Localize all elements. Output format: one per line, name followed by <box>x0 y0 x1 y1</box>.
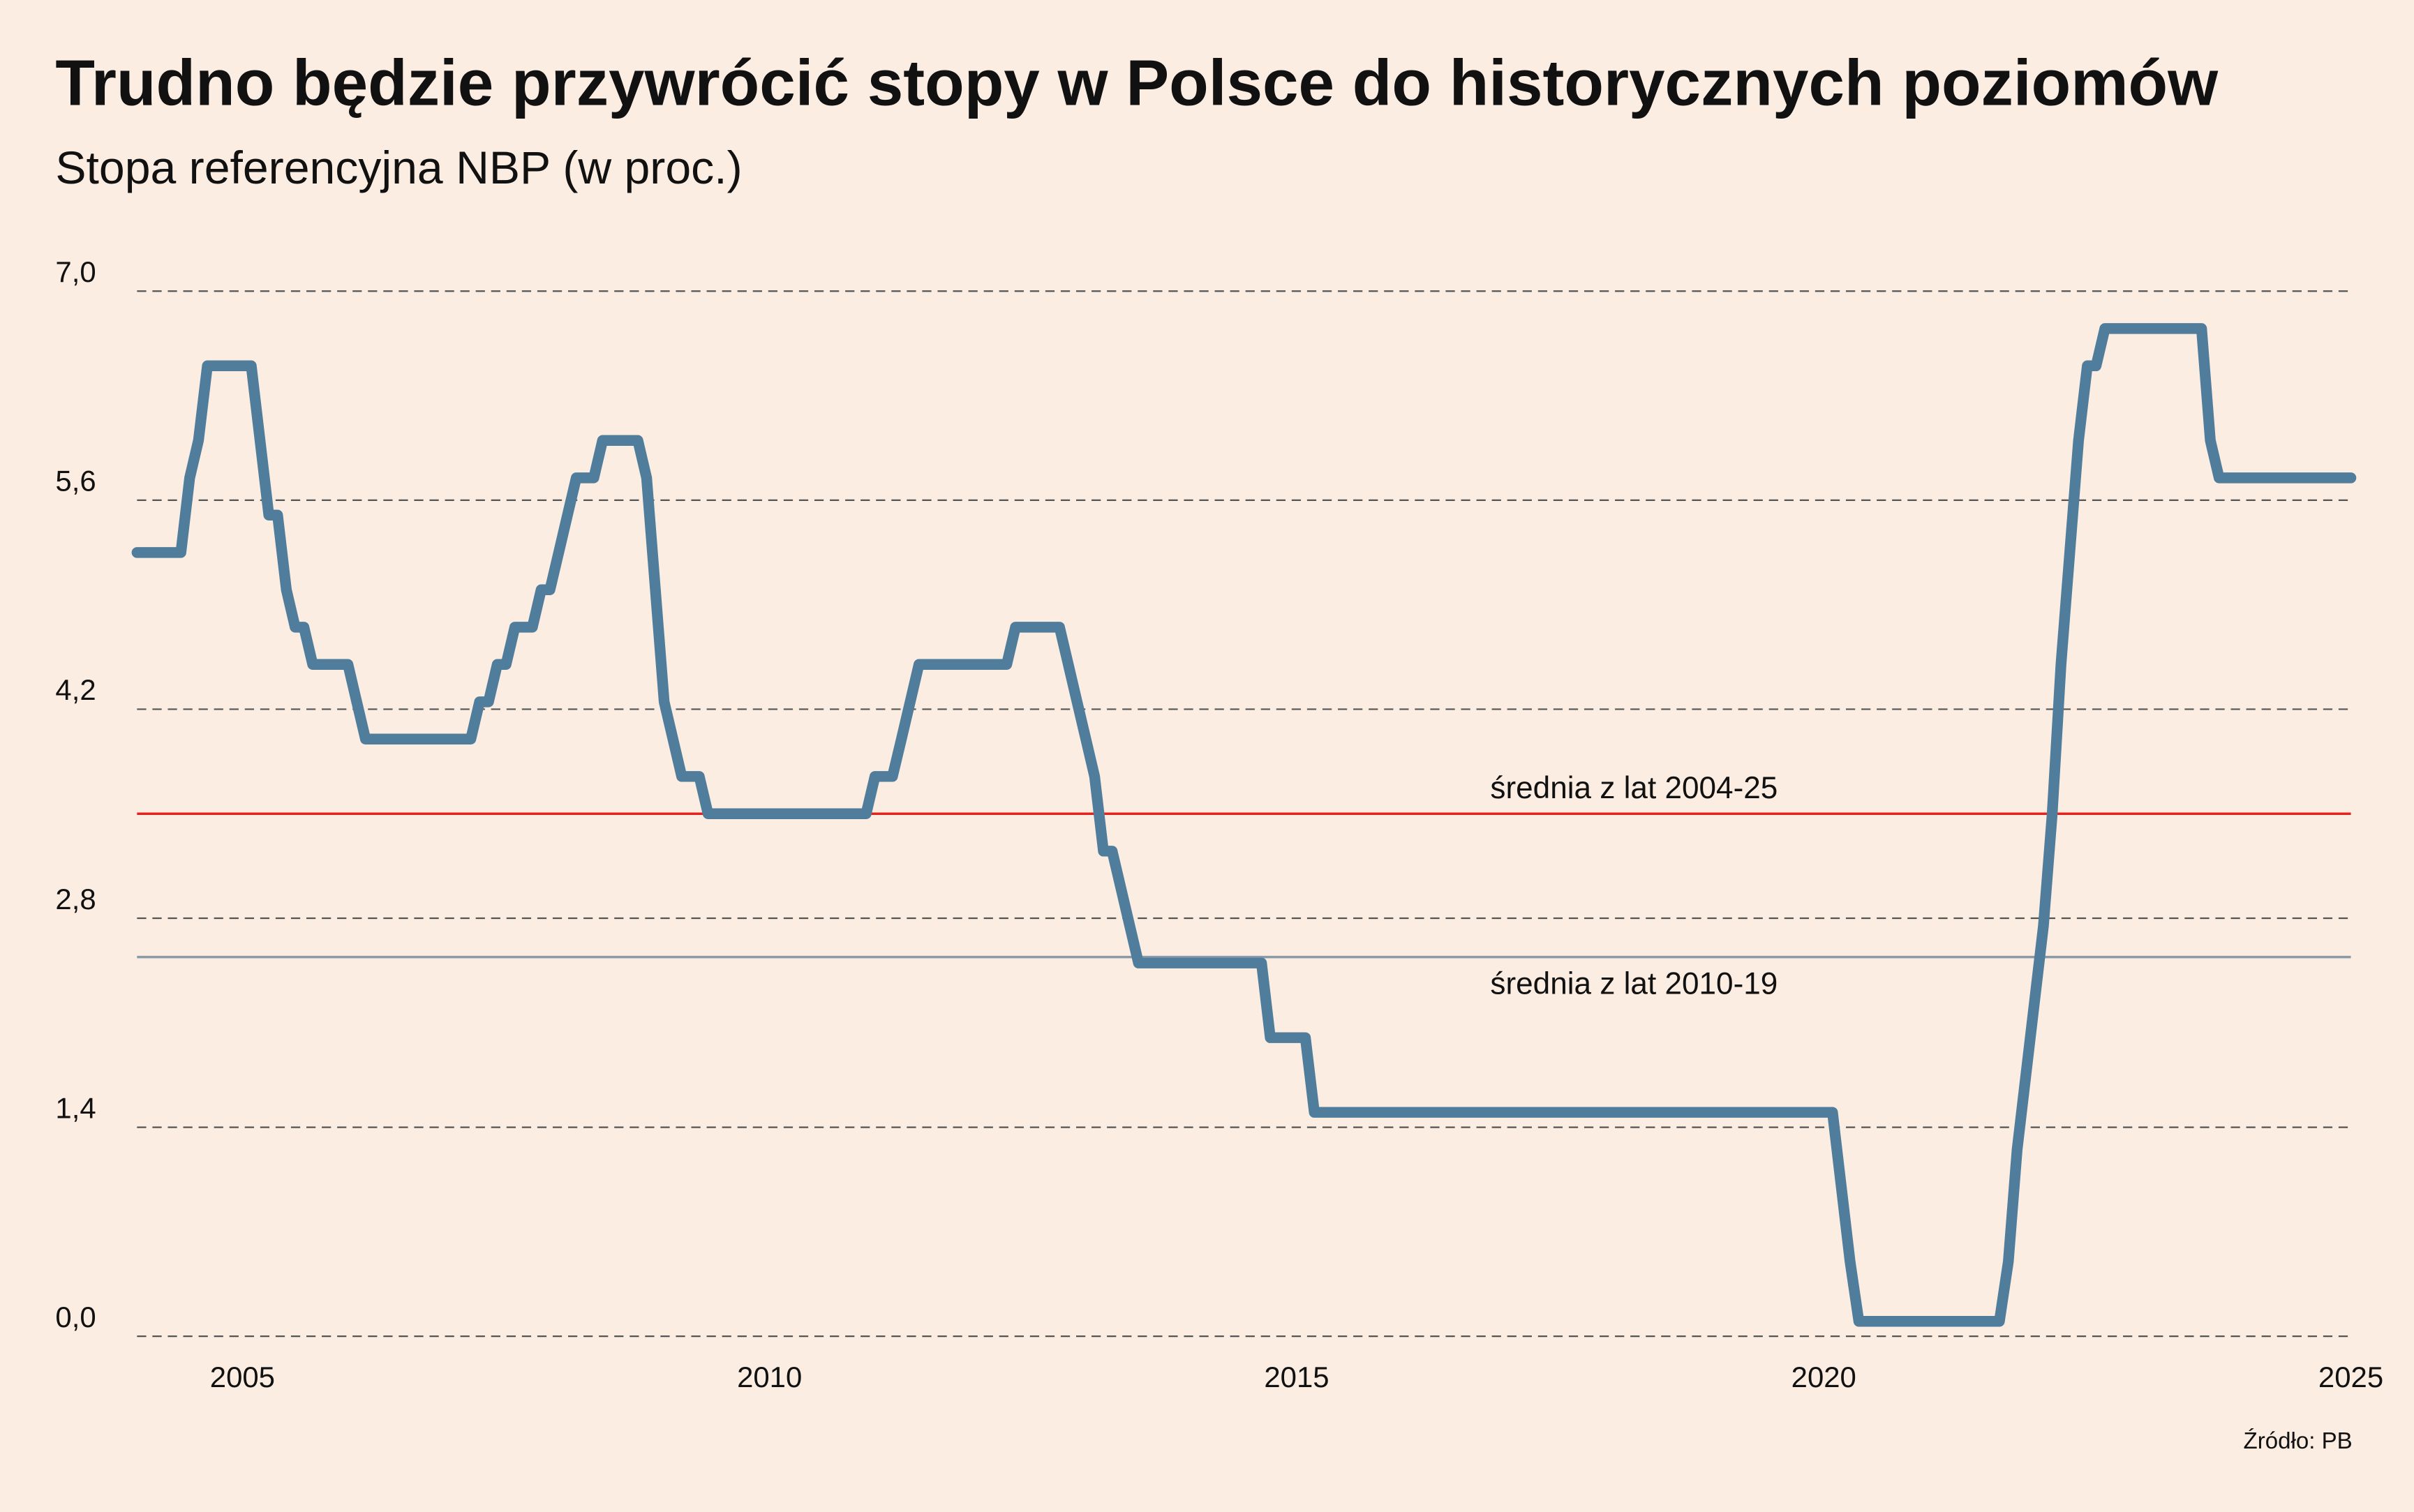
y-tick-label: 5,6 <box>55 465 96 497</box>
chart-title: Trudno będzie przywrócić stopy w Polsce … <box>55 46 2219 119</box>
x-tick-label: 2010 <box>737 1361 802 1393</box>
y-axis: 0,0 1,4 2,8 4,2 5,6 7,0 <box>55 255 96 1333</box>
x-tick-label: 2020 <box>1791 1361 1856 1393</box>
x-axis: 2005 2010 2015 2020 2025 <box>210 1361 2383 1393</box>
y-tick-label: 1,4 <box>55 1091 96 1124</box>
reference-line-label: średnia z lat 2004-25 <box>1490 771 1778 805</box>
y-tick-label: 0,0 <box>55 1301 96 1333</box>
source-note: Źródło: PB <box>2243 1428 2352 1454</box>
y-tick-label: 7,0 <box>55 255 96 288</box>
y-tick-label: 2,8 <box>55 883 96 915</box>
y-tick-label: 4,2 <box>55 673 96 706</box>
series-line-reference-rate <box>131 323 2357 1327</box>
x-tick-label: 2025 <box>2318 1361 2383 1393</box>
chart-subtitle: Stopa referencyjna NBP (w proc.) <box>55 142 742 194</box>
x-tick-label: 2005 <box>210 1361 275 1393</box>
x-tick-label: 2015 <box>1264 1361 1329 1393</box>
reference-lines: średnia z lat 2004-25 średnia z lat 2010-… <box>137 771 2351 1001</box>
reference-line-label: średnia z lat 2010-19 <box>1490 967 1778 1001</box>
